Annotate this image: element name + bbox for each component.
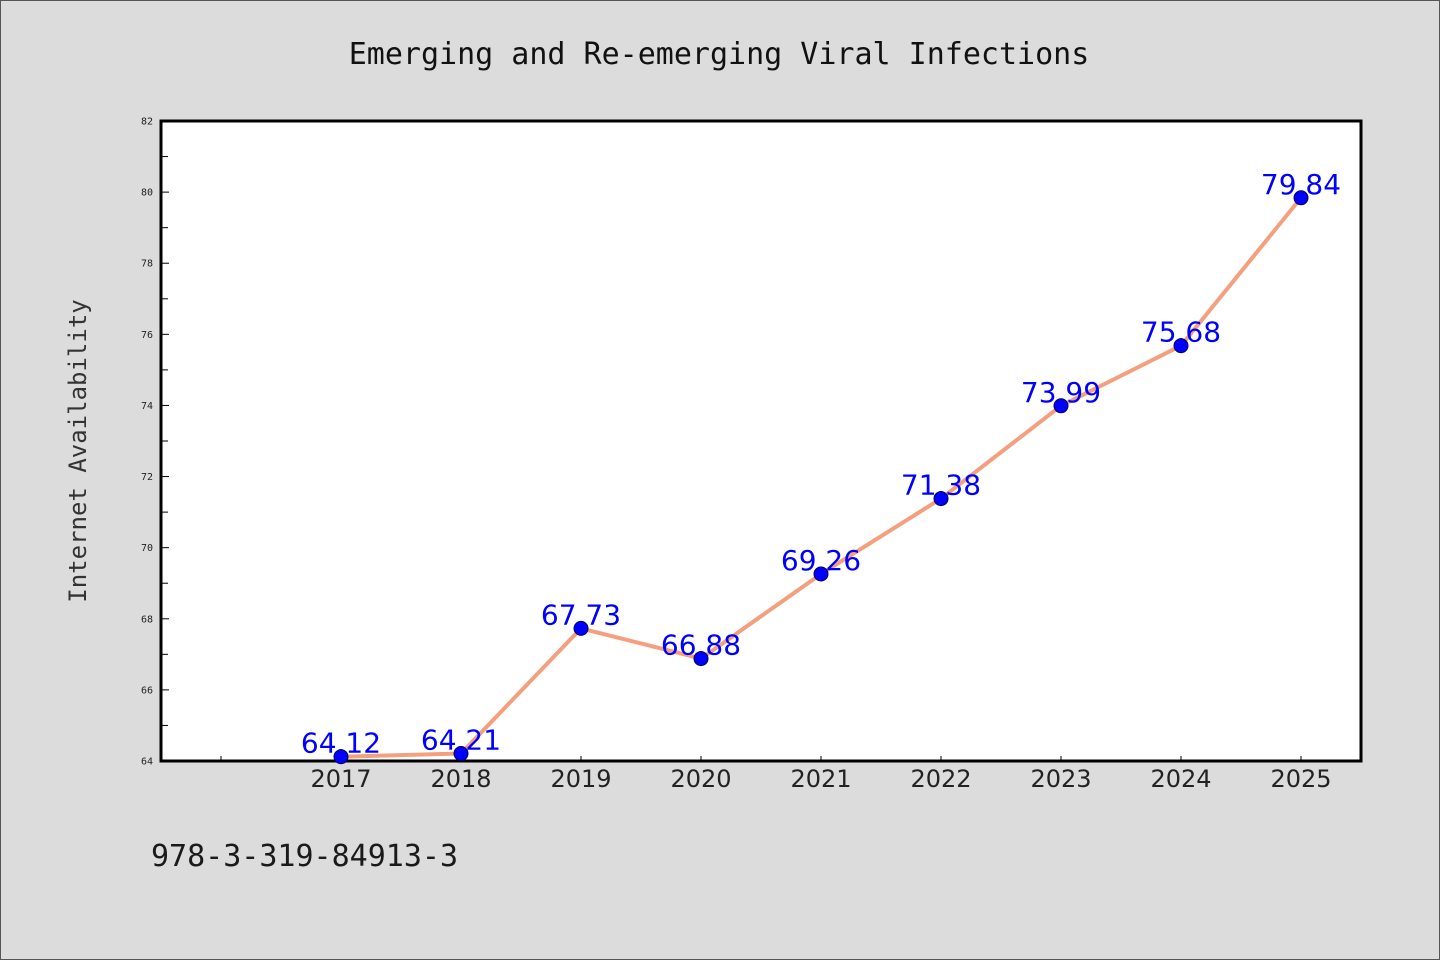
x-axis: 2017 2018 2019 2020 2021 2022 2023 2024 2025	[220, 756, 1332, 793]
x-tick-label: 2025	[1270, 765, 1331, 793]
y-tick-label: 72	[141, 472, 153, 483]
chart-title: Emerging and Re-emerging Viral Infection…	[349, 37, 1090, 72]
y-tick-label: 64	[141, 757, 153, 768]
x-tick-label: 2022	[910, 765, 971, 793]
x-tick-label: 2020	[670, 765, 731, 793]
y-tick-label: 80	[141, 188, 153, 199]
data-point	[453, 746, 469, 762]
data-point	[933, 491, 949, 507]
data-point	[333, 749, 349, 765]
y-axis-label: Internet Availability	[64, 299, 92, 602]
data-points	[333, 190, 1309, 765]
y-tick-label: 70	[141, 543, 153, 554]
x-tick-label: 2017	[310, 765, 371, 793]
y-tick-label: 68	[141, 614, 153, 625]
x-tick-label: 2023	[1030, 765, 1091, 793]
x-tick-label: 2024	[1150, 765, 1211, 793]
x-tick-label: 2019	[550, 765, 611, 793]
data-point	[1173, 338, 1189, 354]
y-tick-label: 76	[141, 330, 153, 341]
data-point	[1053, 398, 1069, 414]
data-point	[813, 566, 829, 582]
x-tick-label: 2018	[430, 765, 491, 793]
data-point	[573, 620, 589, 636]
y-tick-label: 82	[141, 117, 153, 128]
isbn-caption: 978-3-319-84913-3	[151, 839, 458, 874]
y-tick-label: 74	[141, 401, 153, 412]
data-point	[1293, 190, 1309, 206]
y-tick-label: 78	[141, 259, 153, 270]
plot-area	[159, 119, 1363, 763]
y-tick-label: 66	[141, 685, 153, 696]
x-tick-label: 2021	[790, 765, 851, 793]
data-point	[693, 651, 709, 667]
y-axis: 64 66 68 70 72 74 76 78 80 82	[141, 117, 169, 768]
